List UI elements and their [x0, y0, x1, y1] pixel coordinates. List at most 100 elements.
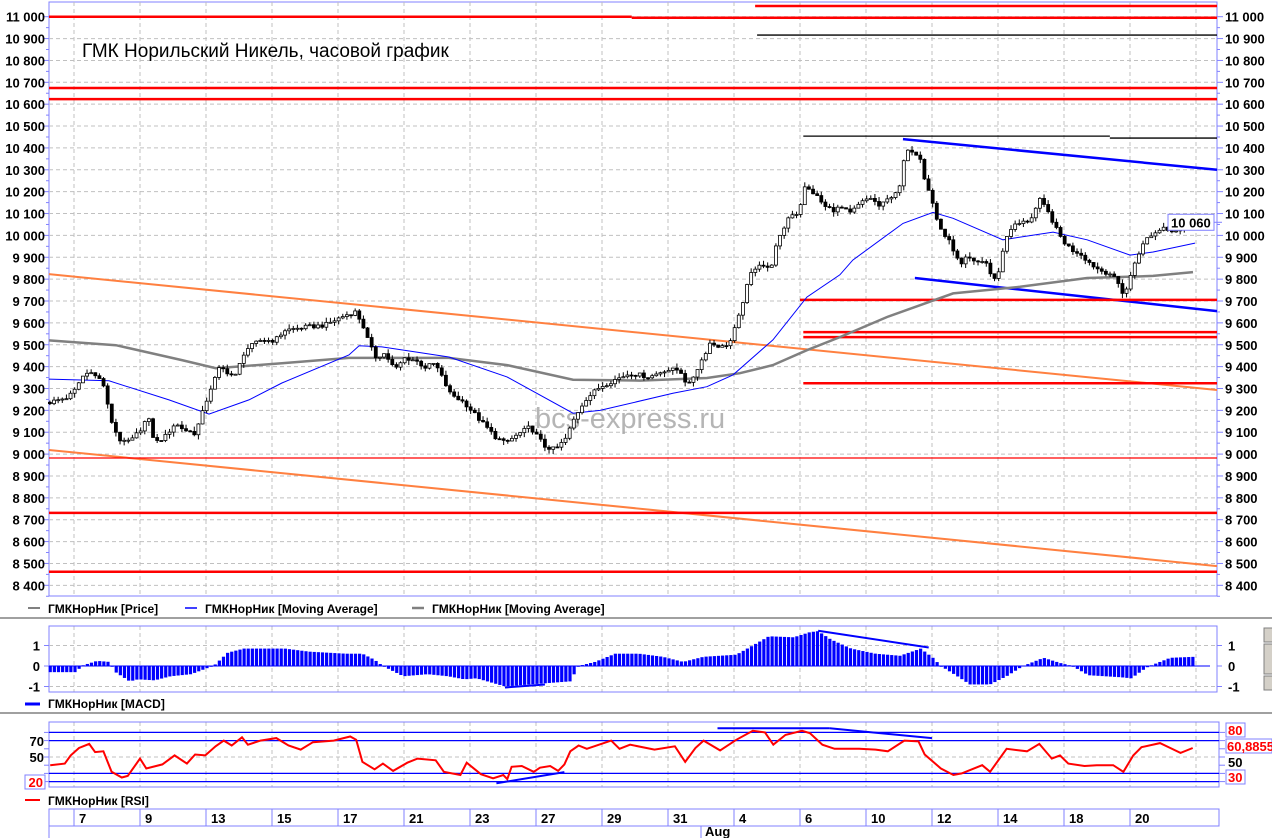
candle-body	[530, 425, 535, 433]
price-tick-label-left: 10 000	[5, 228, 45, 243]
macd-bar	[1088, 666, 1092, 676]
macd-bar	[448, 666, 452, 677]
candle-body	[105, 385, 110, 405]
macd-bar	[683, 661, 688, 666]
candle-body	[881, 201, 886, 207]
macd-bar	[1162, 660, 1166, 666]
candle-body	[551, 446, 556, 450]
macd-bar	[114, 666, 118, 673]
legend-ma-slow-label: ГМКНорНик [Moving Average]	[432, 602, 605, 616]
candle-body	[939, 218, 943, 230]
candle-body	[811, 188, 815, 195]
macd-bar	[432, 666, 436, 675]
macd-bar	[510, 666, 514, 686]
macd-bar	[1042, 658, 1046, 666]
price-tick-label-right: 9 600	[1225, 316, 1258, 331]
candle-body	[312, 324, 316, 329]
macd-bar	[271, 648, 275, 666]
price-tick-label-left: 8 400	[12, 578, 45, 593]
candle-body	[332, 320, 337, 323]
candle-body	[976, 260, 980, 263]
macd-bar	[358, 653, 362, 666]
price-trendline	[48, 448, 1218, 568]
macd-bar	[172, 666, 176, 676]
candle-body	[295, 327, 300, 330]
macd-bar	[840, 644, 844, 666]
price-trendline	[902, 137, 1218, 172]
candle-body	[431, 363, 436, 365]
candle-body	[142, 421, 147, 432]
scroll-down-button[interactable]	[1263, 675, 1272, 691]
macd-bar	[370, 658, 374, 666]
candle-body	[798, 204, 803, 215]
candle-body	[901, 160, 906, 187]
candle-body	[97, 375, 102, 379]
macd-bar	[333, 653, 337, 666]
candle-body	[873, 198, 877, 202]
macd-bar	[139, 666, 143, 680]
macd-bar	[964, 666, 968, 682]
macd-bar	[960, 666, 964, 680]
candle-body	[126, 439, 131, 442]
candle-body	[724, 345, 729, 348]
macd-bar	[758, 641, 762, 666]
candle-body	[778, 234, 782, 247]
candle-body	[897, 185, 902, 194]
candle-body	[691, 376, 696, 383]
candle-body	[72, 388, 77, 394]
candle-body	[996, 271, 1001, 279]
macd-bar	[440, 666, 444, 676]
macd-plot-frame	[48, 625, 1218, 693]
macd-bar	[259, 648, 263, 666]
macd-bar	[382, 666, 386, 667]
price-tick-label-left: 10 200	[5, 185, 45, 200]
scroll-up-button[interactable]	[1263, 627, 1272, 643]
candle-body	[1137, 253, 1141, 264]
macd-bar	[415, 666, 419, 676]
candle-body	[1013, 223, 1018, 230]
macd-bar	[395, 666, 399, 673]
candle-body	[81, 375, 85, 384]
scroll-thumb[interactable]	[1263, 643, 1272, 675]
macd-bar	[131, 666, 135, 681]
candle-body	[188, 430, 193, 433]
candle-body	[934, 202, 939, 220]
candle-body	[555, 446, 560, 449]
macd-bar	[234, 650, 238, 666]
macd-bar	[593, 661, 597, 666]
macd-bar	[655, 655, 659, 666]
candle-body	[571, 418, 576, 429]
candle-body	[621, 376, 626, 379]
price-tick-label-left: 9 800	[12, 272, 45, 287]
candle-body	[584, 400, 589, 407]
macd-bar	[630, 653, 634, 666]
macd-bar	[518, 666, 523, 686]
macd-bar	[741, 650, 745, 666]
candle-body	[646, 377, 650, 380]
macd-bar	[155, 666, 160, 680]
macd-bar	[1187, 657, 1191, 666]
legend-price-label: ГМКНорНик [Price]	[48, 602, 158, 616]
macd-bar	[490, 666, 494, 683]
price-tick-label-right: 10 000	[1225, 228, 1265, 243]
macd-bar	[502, 666, 506, 687]
macd-bar	[848, 648, 853, 666]
candle-body	[1000, 250, 1005, 273]
macd-bar	[254, 648, 259, 666]
macd-bar	[325, 652, 329, 666]
date-label: 15	[277, 811, 291, 826]
candle-body	[221, 367, 226, 370]
macd-bar	[729, 655, 733, 666]
macd-bar	[1046, 659, 1051, 666]
candle-body	[406, 357, 411, 361]
candle-body	[398, 362, 403, 368]
candle-body	[159, 440, 164, 442]
macd-tick-label-right: 1	[1228, 639, 1235, 654]
macd-bar	[424, 666, 428, 675]
macd-bar	[716, 655, 721, 666]
macd-bar	[1137, 666, 1141, 673]
macd-bar	[787, 637, 791, 666]
macd-bar	[865, 651, 869, 666]
candle-body	[963, 256, 968, 265]
macd-bar	[737, 653, 741, 666]
